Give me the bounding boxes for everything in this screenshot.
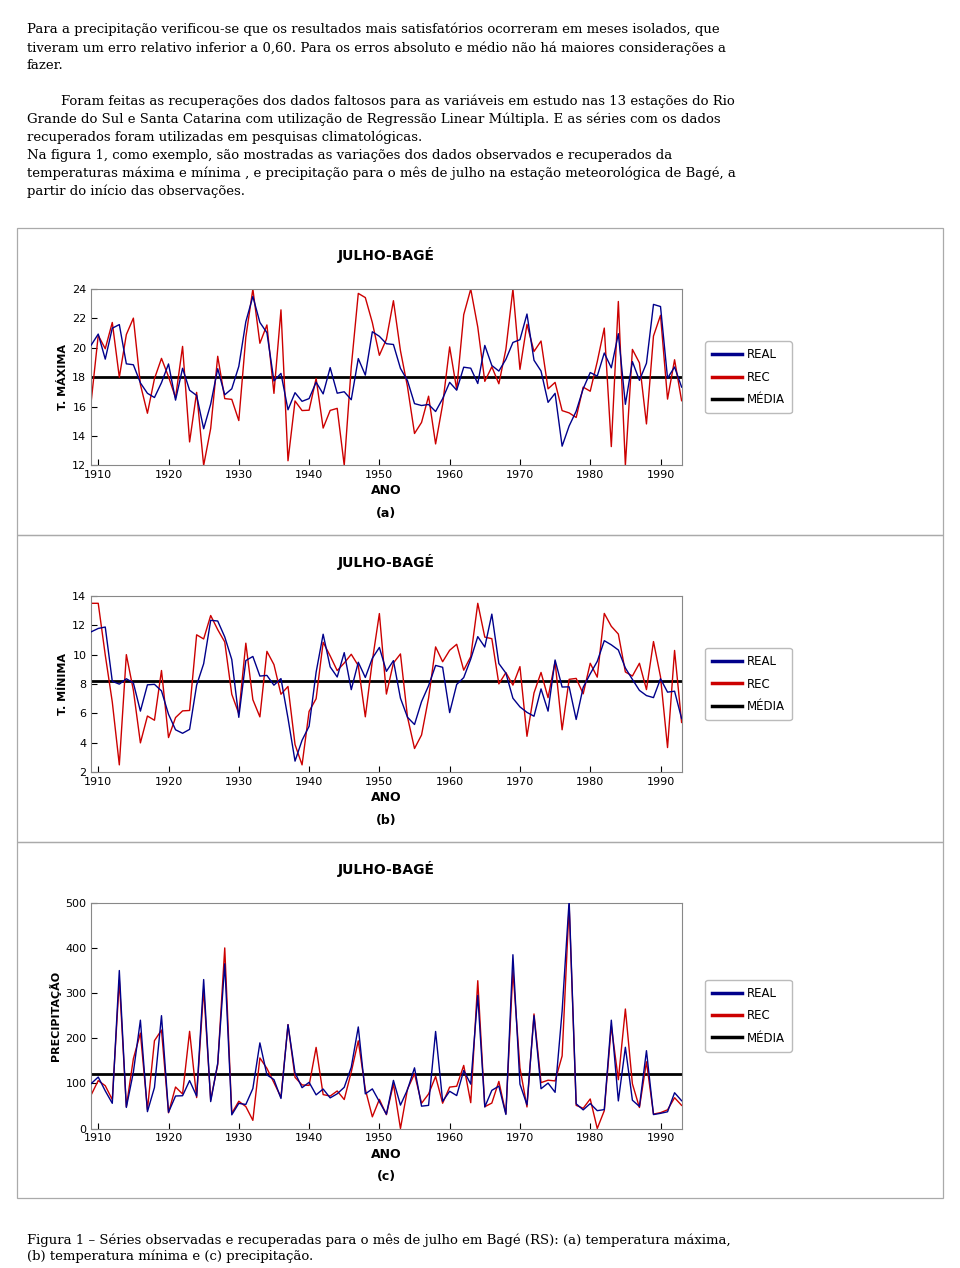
X-axis label: ANO: ANO [372,484,401,497]
Text: (a): (a) [376,507,396,520]
Text: JULHO-BAGÉ: JULHO-BAGÉ [338,554,435,571]
Y-axis label: T. MÁXIMA: T. MÁXIMA [58,344,68,411]
Legend: REAL, REC, MÉDIA: REAL, REC, MÉDIA [706,980,792,1051]
Text: (b): (b) [376,814,396,827]
Y-axis label: T. MÍNIMA: T. MÍNIMA [58,653,68,715]
Y-axis label: PRECIPITAÇÃO: PRECIPITAÇÃO [49,970,61,1061]
X-axis label: ANO: ANO [372,791,401,804]
Text: (c): (c) [377,1170,396,1183]
Text: JULHO-BAGÉ: JULHO-BAGÉ [338,861,435,877]
Legend: REAL, REC, MÉDIA: REAL, REC, MÉDIA [706,648,792,720]
Legend: REAL, REC, MÉDIA: REAL, REC, MÉDIA [706,341,792,413]
Text: Para a precipitação verificou-se que os resultados mais satisfatórios ocorreram : Para a precipitação verificou-se que os … [27,23,735,198]
Text: JULHO-BAGÉ: JULHO-BAGÉ [338,247,435,264]
X-axis label: ANO: ANO [372,1148,401,1160]
Text: Figura 1 – Séries observadas e recuperadas para o mês de julho em Bagé (RS): (a): Figura 1 – Séries observadas e recuperad… [27,1234,731,1263]
